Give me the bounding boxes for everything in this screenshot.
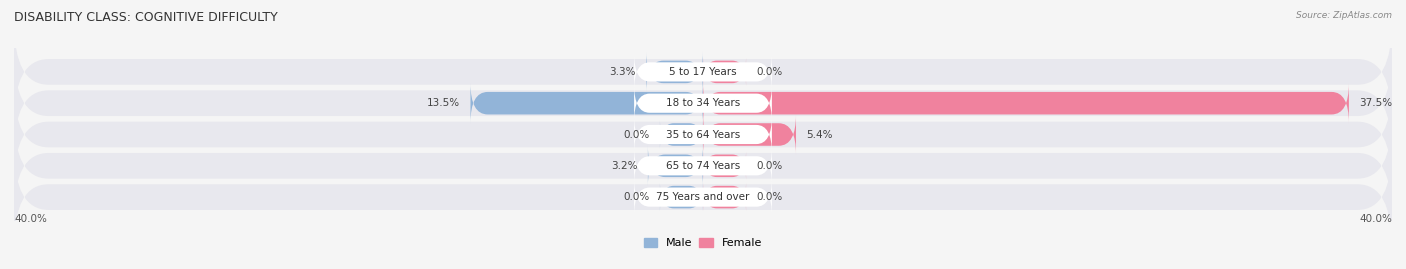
- FancyBboxPatch shape: [659, 121, 703, 148]
- FancyBboxPatch shape: [14, 147, 1392, 247]
- FancyBboxPatch shape: [634, 147, 772, 184]
- Text: 13.5%: 13.5%: [427, 98, 460, 108]
- Text: DISABILITY CLASS: COGNITIVE DIFFICULTY: DISABILITY CLASS: COGNITIVE DIFFICULTY: [14, 11, 278, 24]
- Legend: Male, Female: Male, Female: [640, 233, 766, 253]
- Text: 40.0%: 40.0%: [1360, 214, 1392, 224]
- FancyBboxPatch shape: [14, 22, 1392, 122]
- Text: 37.5%: 37.5%: [1360, 98, 1392, 108]
- Text: 5 to 17 Years: 5 to 17 Years: [669, 67, 737, 77]
- Text: 3.2%: 3.2%: [612, 161, 637, 171]
- FancyBboxPatch shape: [634, 116, 772, 153]
- FancyBboxPatch shape: [14, 54, 1392, 153]
- FancyBboxPatch shape: [703, 152, 747, 180]
- Text: 5.4%: 5.4%: [807, 129, 832, 140]
- Text: 35 to 64 Years: 35 to 64 Years: [666, 129, 740, 140]
- Text: 18 to 34 Years: 18 to 34 Years: [666, 98, 740, 108]
- FancyBboxPatch shape: [647, 52, 703, 92]
- FancyBboxPatch shape: [703, 83, 1348, 123]
- FancyBboxPatch shape: [634, 85, 772, 122]
- Text: 0.0%: 0.0%: [756, 161, 783, 171]
- Text: 40.0%: 40.0%: [14, 214, 46, 224]
- FancyBboxPatch shape: [634, 179, 772, 216]
- Text: 0.0%: 0.0%: [623, 192, 650, 202]
- Text: 0.0%: 0.0%: [756, 67, 783, 77]
- Text: Source: ZipAtlas.com: Source: ZipAtlas.com: [1296, 11, 1392, 20]
- FancyBboxPatch shape: [14, 116, 1392, 215]
- FancyBboxPatch shape: [703, 58, 747, 86]
- Text: 0.0%: 0.0%: [756, 192, 783, 202]
- Text: 75 Years and over: 75 Years and over: [657, 192, 749, 202]
- FancyBboxPatch shape: [14, 85, 1392, 184]
- Text: 0.0%: 0.0%: [623, 129, 650, 140]
- FancyBboxPatch shape: [648, 146, 703, 186]
- FancyBboxPatch shape: [634, 53, 772, 90]
- Text: 3.3%: 3.3%: [609, 67, 636, 77]
- FancyBboxPatch shape: [471, 83, 703, 123]
- FancyBboxPatch shape: [703, 115, 796, 154]
- Text: 65 to 74 Years: 65 to 74 Years: [666, 161, 740, 171]
- FancyBboxPatch shape: [659, 183, 703, 211]
- FancyBboxPatch shape: [703, 183, 747, 211]
